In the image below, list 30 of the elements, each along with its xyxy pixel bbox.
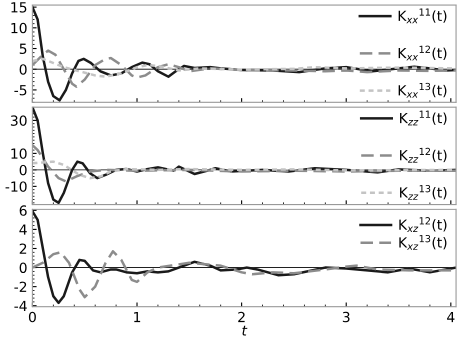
x-tick-label: 1: [134, 312, 140, 322]
y-tick-label: -10: [6, 181, 27, 192]
y-tick-label: 15: [11, 2, 26, 13]
line-series: [32, 144, 456, 183]
x-tick-label: 4: [447, 312, 454, 322]
y-tick-label: -4: [14, 300, 27, 311]
x-axis-title: t: [242, 326, 248, 336]
x-tick-label: 2: [238, 312, 245, 322]
y-tick-label: 0: [20, 164, 27, 176]
legend-label: K$_{zz}$$^{11}$(t): [400, 110, 446, 126]
y-tick-label: 0: [20, 64, 27, 75]
legend-label: K$_{xx}$$^{13}$(t): [398, 82, 446, 98]
y-tick-label: 2: [20, 243, 26, 254]
y-tick-label: 6: [20, 205, 27, 216]
legend-label: K$_{xx}$$^{11}$(t): [398, 8, 446, 24]
y-tick-label: 4: [19, 224, 27, 235]
text: K$_{xz}$$^{12}$(t): [399, 217, 446, 232]
y-tick-label: 5: [20, 44, 26, 54]
legend-label: K$_{xx}$$^{12}$(t): [398, 46, 446, 60]
x-tick-label: 0: [28, 312, 36, 322]
y-tick-label: 10: [11, 22, 27, 34]
y-tick-label: -5: [14, 85, 26, 96]
y-tick-label: -2: [14, 282, 26, 292]
y-tick-label: 0: [20, 262, 27, 274]
legend-label: K$_{zz}$$^{12}$(t): [400, 148, 446, 163]
y-tick-label: 10: [11, 148, 27, 159]
legend-label: K$_{zz}$$^{13}$(t): [400, 184, 446, 200]
x-tick-label: 3: [342, 312, 350, 322]
y-tick-label: 30: [10, 115, 27, 126]
series-label: K$_{xz}$$^{13}$(t): [399, 234, 446, 250]
